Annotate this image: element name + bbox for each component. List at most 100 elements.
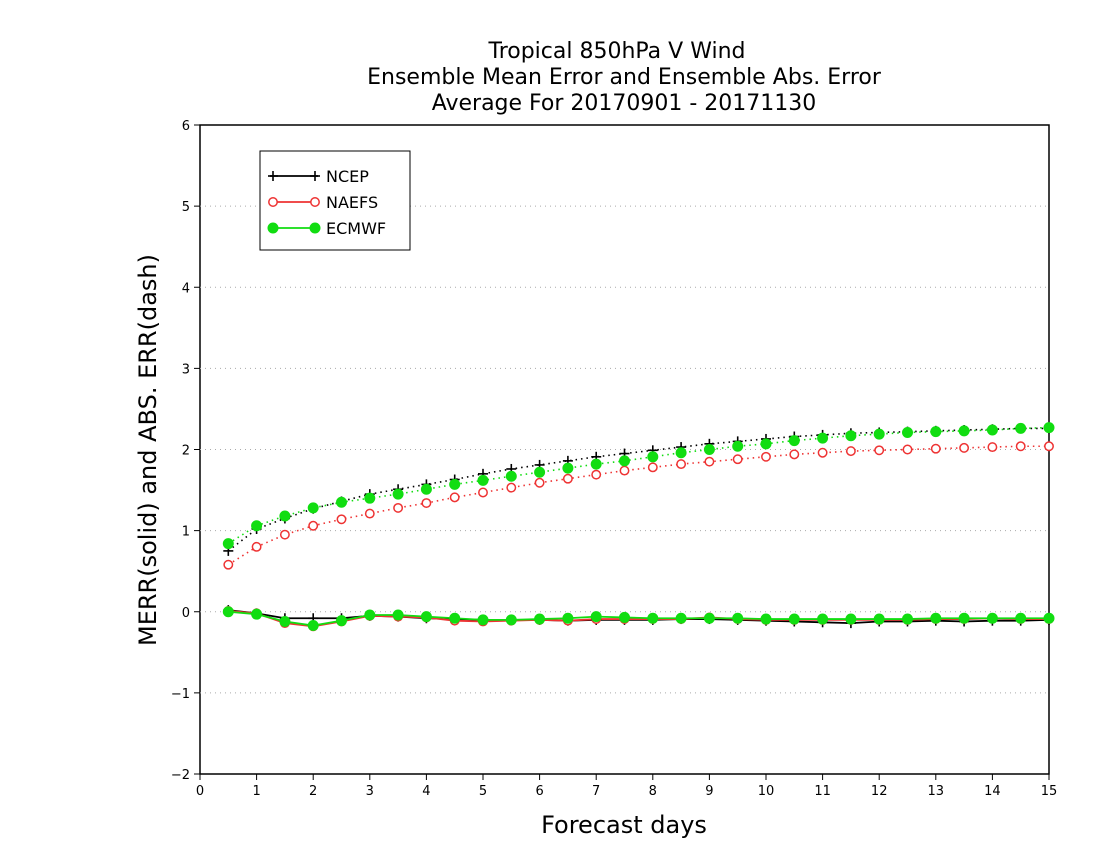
ecmwf-abs-err-point	[1015, 422, 1027, 434]
x-tick-label: 0	[196, 784, 204, 799]
legend-ecmwf-marker	[267, 222, 279, 234]
naefs-abs-err-point	[647, 462, 658, 473]
naefs-abs-err-point	[619, 465, 630, 476]
x-tick-label: 1	[252, 784, 260, 799]
naefs-abs-err-point	[1015, 441, 1026, 452]
chart-title-line-3: Average For 20170901 - 20171130	[432, 91, 817, 116]
naefs-abs-err-point	[449, 492, 460, 503]
naefs-abs-err-point	[308, 520, 319, 531]
ecmwf-abs-err-point	[1043, 422, 1055, 434]
ncep-abs-err-line	[227, 427, 1049, 552]
naefs-abs-err-point	[676, 459, 687, 470]
ecmwf-abs-err-point	[760, 438, 772, 450]
x-tick-label: 13	[928, 784, 945, 799]
series-layer	[222, 422, 1055, 632]
ecmwf-abs-err-point	[364, 492, 376, 504]
ecmwf-merr-point	[873, 613, 885, 625]
naefs-abs-err-point	[761, 451, 771, 462]
ecmwf-abs-err-point	[845, 430, 857, 442]
y-tick-label: −1	[171, 687, 190, 702]
y-tick-label: 5	[182, 200, 190, 215]
ecmwf-abs-err-point	[788, 435, 800, 447]
ecmwf-merr-point	[845, 613, 857, 625]
y-axis-label: MERR(solid) and ABS. ERR(dash)	[134, 254, 162, 646]
ecmwf-abs-err-point	[392, 488, 404, 500]
ecmwf-abs-err-point	[477, 474, 489, 486]
legend-ncep-marker	[310, 171, 320, 181]
legend-ecmwf-label: ECMWF	[326, 219, 386, 238]
chart-title-line-1: Tropical 850hPa V Wind	[487, 39, 745, 64]
ecmwf-abs-err-point	[505, 470, 517, 482]
ecmwf-merr-point	[675, 612, 687, 624]
y-tick-label: 4	[182, 281, 190, 296]
ecmwf-merr-point	[279, 615, 291, 627]
x-axis-label: Forecast days	[541, 811, 707, 839]
ecmwf-merr-point	[647, 612, 659, 624]
ecmwf-merr-point	[562, 612, 574, 624]
legend-ncep-marker	[268, 171, 278, 181]
x-tick-label: 4	[422, 784, 430, 799]
ecmwf-merr-point	[788, 613, 800, 625]
legend-ncep-label: NCEP	[326, 167, 369, 186]
ecmwf-merr-point	[590, 611, 602, 623]
x-tick-label: 14	[984, 784, 1001, 799]
y-tick-label: 3	[182, 362, 190, 377]
ecmwf-abs-err-point	[986, 424, 998, 436]
ecmwf-abs-err-point	[279, 510, 291, 522]
ecmwf-merr-point	[703, 612, 715, 624]
y-tick-label: −2	[171, 768, 190, 783]
x-tick-label: 3	[366, 784, 374, 799]
ecmwf-abs-err-point	[534, 466, 546, 478]
y-tick-label: 1	[182, 525, 190, 540]
naefs-abs-err-point	[732, 454, 743, 465]
legend-box	[259, 150, 411, 251]
naefs-abs-err-point	[421, 498, 432, 508]
legend-naefs-marker	[310, 197, 320, 207]
ecmwf-merr-point	[958, 612, 970, 624]
x-tick-label: 11	[814, 784, 831, 799]
ecmwf-merr-point	[902, 613, 913, 625]
naefs-abs-err-point	[817, 447, 828, 458]
legend-ecmwf-marker	[309, 222, 321, 234]
naefs-abs-err-point	[902, 444, 913, 455]
x-tick-label: 2	[309, 784, 317, 799]
naefs-abs-err-point	[478, 487, 488, 498]
ecmwf-merr-point	[930, 612, 942, 624]
ecmwf-abs-err-point	[420, 483, 432, 495]
naefs-abs-err-point	[959, 442, 970, 453]
ecmwf-abs-err-point	[958, 425, 970, 437]
ecmwf-abs-err-point	[449, 478, 461, 490]
x-tick-label: 15	[1041, 784, 1058, 799]
ecmwf-merr-point	[222, 606, 234, 618]
naefs-abs-err-point	[562, 473, 573, 484]
ecmwf-merr-point	[1015, 612, 1027, 624]
ecmwf-abs-err-point	[619, 455, 630, 467]
naefs-abs-err-point	[336, 514, 347, 525]
chart-title-line-2: Ensemble Mean Error and Ensemble Abs. Er…	[367, 65, 882, 90]
x-tick-label: 6	[535, 784, 543, 799]
naefs-abs-err-point	[1044, 441, 1054, 452]
ecmwf-merr-point	[760, 613, 772, 625]
x-tick-label: 9	[705, 784, 713, 799]
ecmwf-abs-err-point	[562, 462, 574, 474]
ecmwf-abs-err-point	[930, 426, 942, 438]
naefs-abs-err-point	[251, 541, 262, 552]
ecmwf-abs-err-point	[647, 451, 659, 463]
ecmwf-merr-point	[817, 613, 829, 625]
ecmwf-abs-err-point	[336, 496, 347, 508]
ecmwf-merr-point	[307, 620, 319, 632]
legend-naefs-marker	[268, 197, 278, 207]
naefs-abs-err-point	[393, 502, 404, 513]
ecmwf-merr-point	[505, 614, 517, 626]
naefs-abs-err-point	[223, 559, 234, 570]
ecmwf-merr-point	[986, 612, 998, 624]
y-tick-label: 0	[182, 606, 190, 621]
legend: NCEP NAEFS ECMWF	[259, 150, 411, 251]
ecmwf-merr-point	[732, 612, 744, 624]
ecmwf-abs-err-point	[817, 432, 829, 444]
ecmwf-merr-point	[420, 611, 432, 623]
x-tick-label: 8	[649, 784, 657, 799]
x-tick-label: 10	[758, 784, 775, 799]
y-tick-label: 2	[182, 444, 190, 459]
